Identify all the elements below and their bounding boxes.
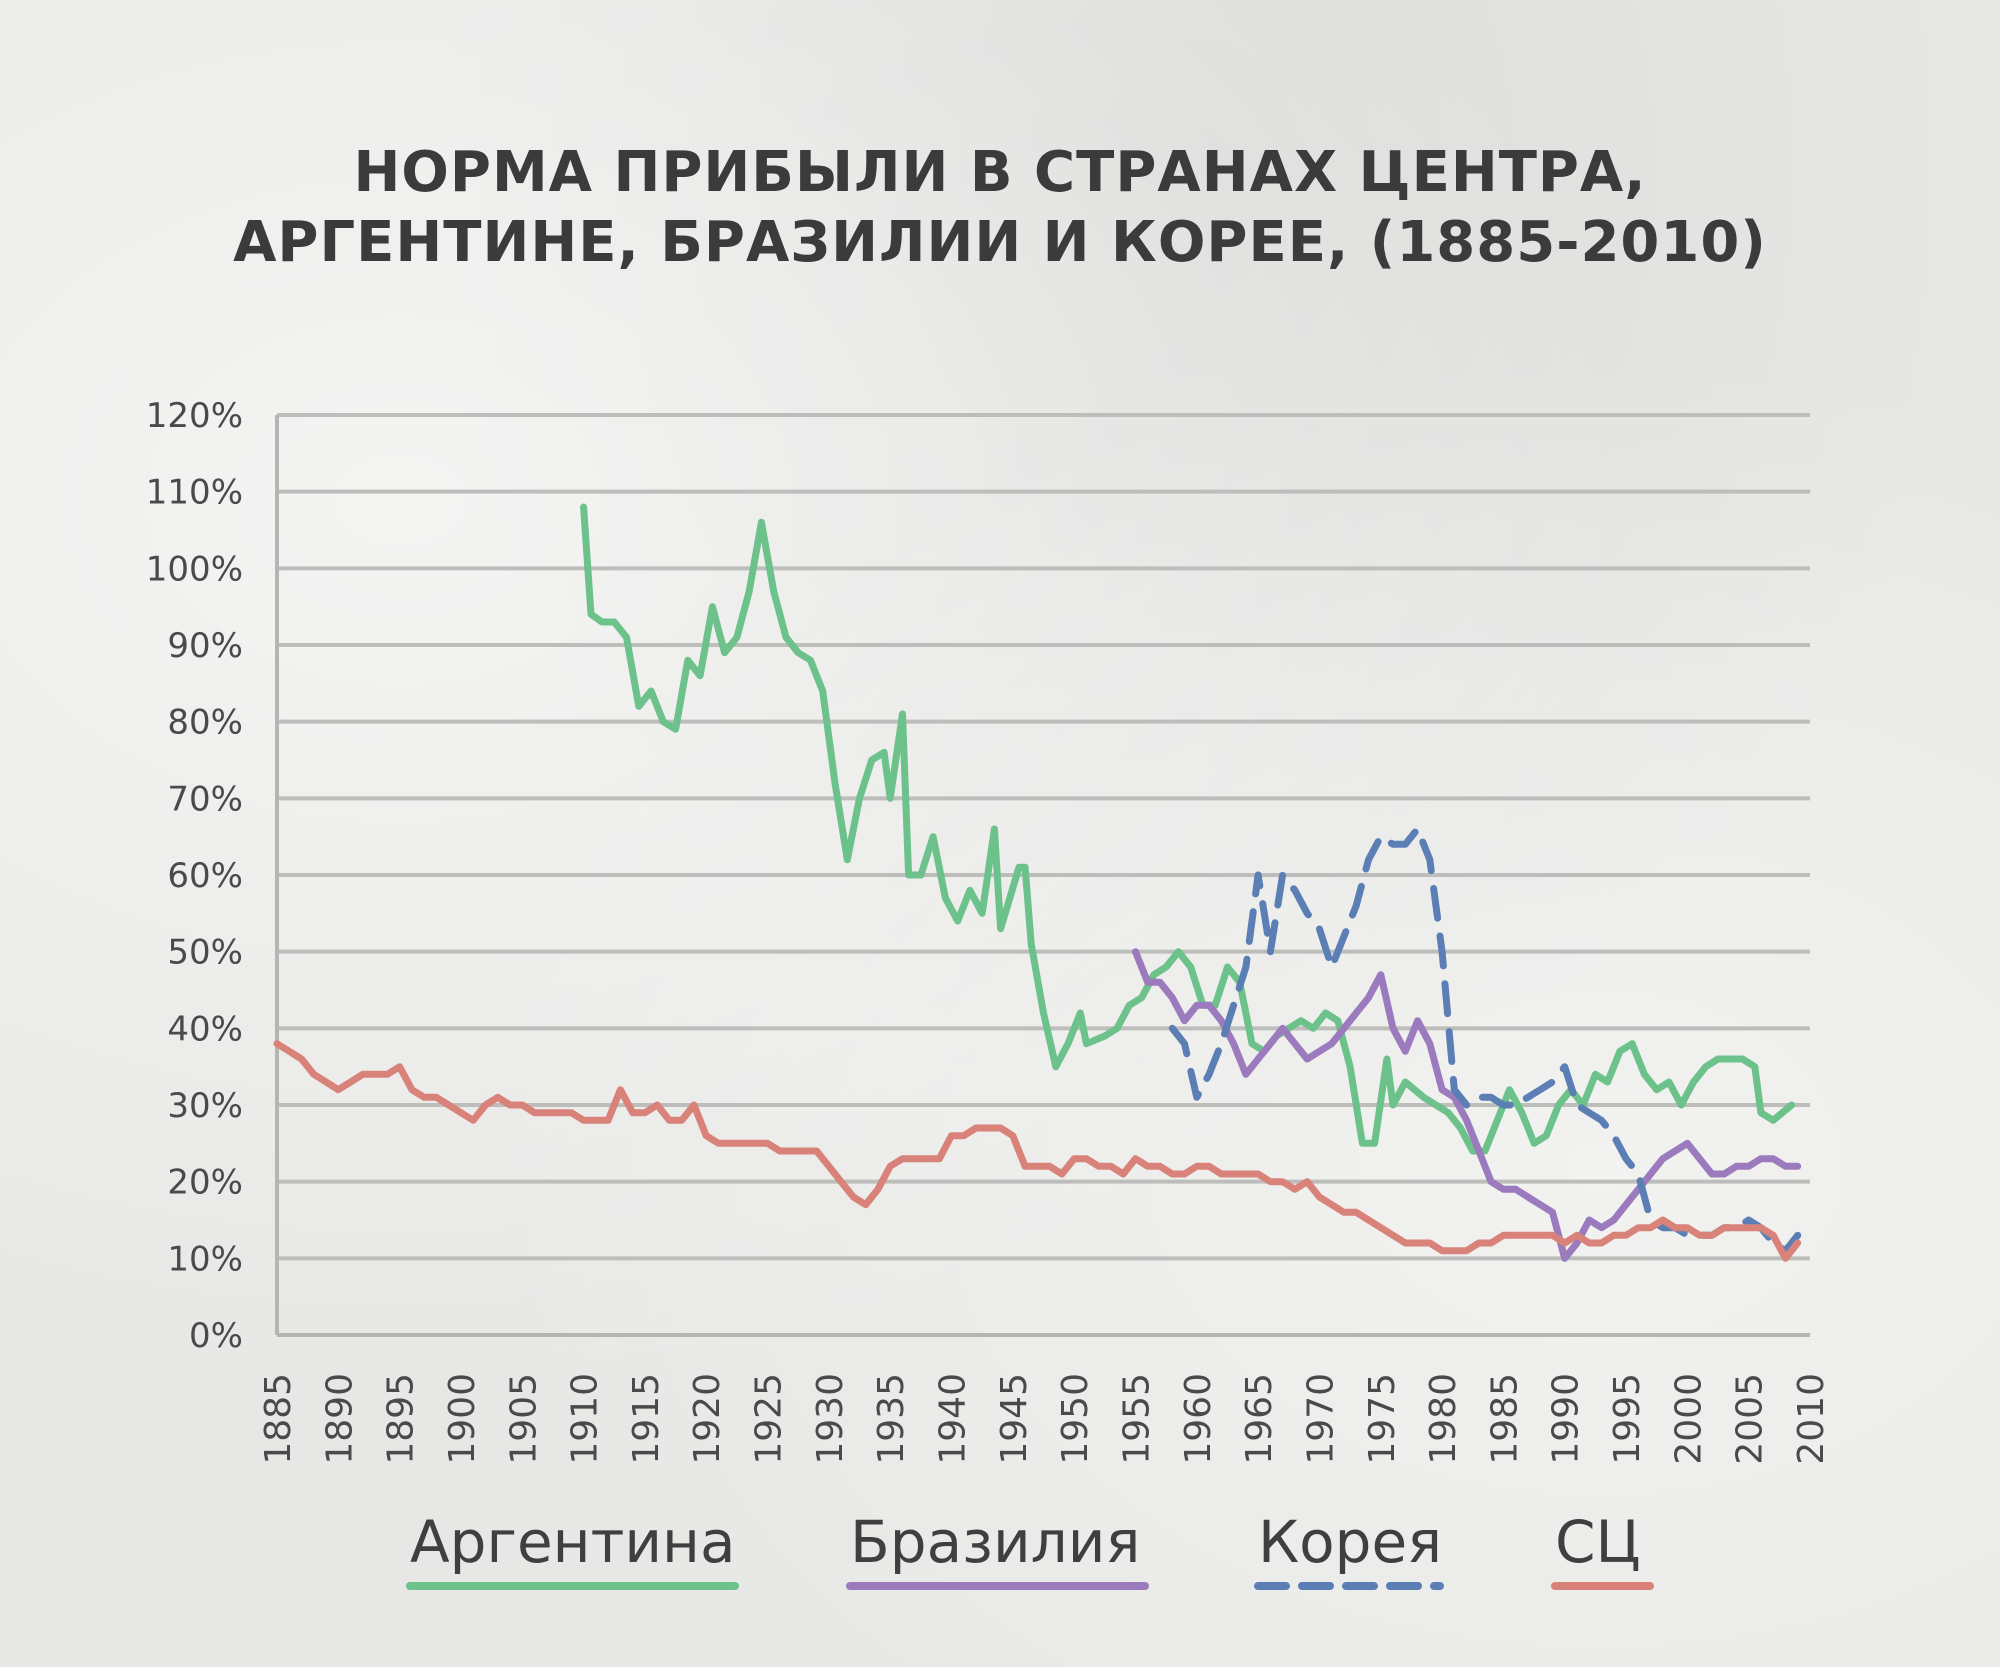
x-tick-label: 1930	[810, 1373, 851, 1465]
series-lines	[273, 503, 1802, 1262]
y-tick-label: 0%	[189, 1316, 243, 1356]
y-tick-label: 50%	[167, 933, 243, 973]
y-tick-label: 10%	[167, 1239, 243, 1279]
x-tick-label: 1985	[1484, 1373, 1525, 1465]
x-tick-label: 1895	[381, 1373, 422, 1465]
x-tick-label: 1950	[1055, 1373, 1096, 1465]
legend: Аргентина Бразилия Корея СЦ	[406, 1508, 1654, 1590]
x-tick-label: 1960	[1178, 1373, 1219, 1465]
x-tick-label: 1935	[871, 1373, 912, 1465]
x-tick-label: 1915	[626, 1373, 667, 1465]
x-tick-label: 1955	[1116, 1373, 1157, 1465]
x-tick-label: 1910	[565, 1373, 606, 1465]
y-tick-label: 20%	[167, 1163, 243, 1203]
x-tick-label: 2010	[1791, 1373, 1832, 1465]
y-tick-label: 100%	[146, 549, 243, 589]
x-tick-label: 1990	[1546, 1373, 1587, 1465]
legend-label-1: Аргентина	[410, 1508, 736, 1576]
x-tick-label: 1995	[1607, 1373, 1648, 1465]
series-line-3	[1168, 825, 1802, 1255]
x-tick-label: 1945	[994, 1373, 1035, 1465]
legend-label-3: Корея	[1258, 1508, 1442, 1576]
legend-label-2: Бразилия	[850, 1508, 1140, 1576]
x-tick-label: 1940	[933, 1373, 974, 1465]
y-axis-ticks: 0% 10% 20% 30% 40% 50% 60% 70% 80% 90% 100% 110% 120…	[146, 396, 243, 1356]
x-tick-label: 1905	[503, 1373, 544, 1465]
x-tick-label: 1965	[1239, 1373, 1280, 1465]
x-tick-label: 1885	[258, 1373, 299, 1465]
x-axis-ticks: 1885 1890 1895 1900 1905 1910 1915 1920 1925 1930…	[258, 1373, 1832, 1465]
legend-label-4: СЦ	[1555, 1508, 1641, 1576]
y-tick-label: 40%	[167, 1009, 243, 1049]
y-tick-label: 70%	[167, 779, 243, 819]
gridlines	[275, 413, 1810, 1337]
x-tick-label: 1890	[319, 1373, 360, 1465]
y-tick-label: 30%	[167, 1086, 243, 1126]
chart-title-line-1: НОРМА ПРИБЫЛИ В СТРАНАХ ЦЕНТРА,	[353, 140, 1647, 205]
x-tick-label: 1970	[1300, 1373, 1341, 1465]
y-tick-label: 60%	[167, 856, 243, 896]
x-tick-label: 2000	[1668, 1373, 1709, 1465]
y-tick-label: 110%	[146, 473, 243, 513]
chart-title-line-2: АРГЕНТИНЕ, БРАЗИЛИИ И КОРЕЕ, (1885-2010)	[233, 210, 1767, 275]
x-tick-label: 1920	[687, 1373, 728, 1465]
y-tick-label: 90%	[167, 626, 243, 666]
x-tick-label: 1980	[1423, 1373, 1464, 1465]
y-tick-label: 80%	[167, 703, 243, 743]
series-line-4	[273, 1040, 1802, 1262]
x-tick-label: 2005	[1730, 1373, 1771, 1465]
x-tick-label: 1975	[1362, 1373, 1403, 1465]
y-tick-label: 120%	[146, 396, 243, 436]
series-line-2	[1132, 948, 1802, 1262]
x-tick-label: 1900	[442, 1373, 483, 1465]
series-line-1	[580, 503, 1796, 1155]
x-tick-label: 1925	[749, 1373, 790, 1465]
